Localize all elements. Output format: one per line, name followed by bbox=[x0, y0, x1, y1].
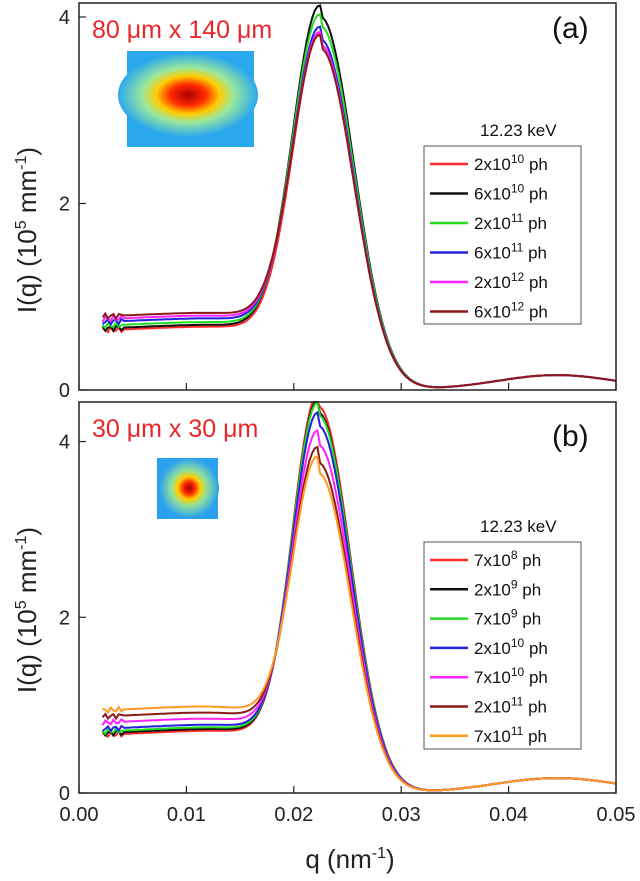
legend-label-b-5: 7x1010 ph bbox=[474, 665, 548, 687]
x-tick-label: 0.03 bbox=[382, 804, 421, 826]
panel-b: 0.00 0.01 0.02 0.03 0.04 0.05 0 2 4 30 μm x 30 μ… bbox=[12, 400, 636, 826]
y-axis-label-b: I(q) (105 mm-1) bbox=[12, 527, 42, 693]
legend-label-b-3: 7x109 ph bbox=[474, 607, 541, 629]
legend-label-b-2: 2x109 ph bbox=[474, 577, 541, 599]
y-tick-label: 2 bbox=[59, 607, 70, 629]
axes-frame-a bbox=[78, 2, 617, 391]
plot-area-a bbox=[101, 4, 616, 389]
legend-label-b-1: 7x108 ph bbox=[474, 548, 541, 570]
detector-image-b bbox=[157, 458, 219, 519]
x-tick-label: 0.00 bbox=[60, 804, 99, 826]
legend-label-a-1: 2x1010 ph bbox=[474, 152, 548, 174]
detector-spot-b bbox=[159, 458, 219, 518]
legend-label-a-5: 2x1012 ph bbox=[474, 270, 548, 292]
panel-a: 0 2 4 80 μm x 140 μm (a) 12.23 keV 2x1010 … bbox=[12, 2, 617, 402]
legend-label-a-3: 2x1011 ph bbox=[474, 211, 547, 233]
y-tick-label: 4 bbox=[59, 7, 70, 29]
detector-image-a bbox=[118, 51, 258, 147]
legend-label-b-7: 7x1011 ph bbox=[474, 724, 547, 746]
y-axis-label-a: I(q) (105 mm-1) bbox=[12, 147, 42, 313]
legend-label-a-4: 6x1011 ph bbox=[474, 241, 547, 263]
x-tick-label: 0.05 bbox=[597, 804, 636, 826]
energy-label-a: 12.23 keV bbox=[480, 121, 557, 140]
axes-frame-b bbox=[78, 401, 617, 794]
legend-b: 7x108 ph 2x109 ph 7x109 ph 2x1010 ph 7x1010 … bbox=[423, 541, 582, 750]
energy-label-b: 12.23 keV bbox=[480, 517, 557, 536]
beam-size-label-b: 30 μm x 30 μm bbox=[92, 415, 258, 443]
y-tick-label: 0 bbox=[59, 783, 70, 805]
x-axis-label: q (nm-1) bbox=[305, 844, 394, 874]
legend-box-b bbox=[423, 541, 582, 750]
x-tick-label: 0.01 bbox=[167, 804, 206, 826]
ticks-a: 0 2 4 bbox=[59, 7, 617, 402]
legend-label-b-4: 2x1010 ph bbox=[474, 636, 548, 658]
legend-label-a-2: 6x1010 ph bbox=[474, 182, 548, 204]
x-tick-label: 0.02 bbox=[274, 804, 313, 826]
detector-spot-a bbox=[118, 53, 258, 137]
legend-a: 2x1010 ph 6x1010 ph 2x1011 ph 6x1011 ph 2x10… bbox=[423, 145, 582, 325]
series-line-b-7 bbox=[102, 454, 616, 792]
plot-area-b bbox=[101, 400, 616, 792]
y-tick-label: 2 bbox=[59, 193, 70, 215]
legend-label-b-6: 2x1011 ph bbox=[474, 695, 547, 717]
legend-label-a-6: 6x1012 ph bbox=[474, 300, 548, 322]
x-tick-label: 0.04 bbox=[489, 804, 528, 826]
beam-size-label-a: 80 μm x 140 μm bbox=[92, 16, 272, 44]
panel-label-a: (a) bbox=[552, 12, 589, 45]
y-tick-label: 0 bbox=[59, 380, 70, 402]
series-line-a-6 bbox=[101, 34, 616, 389]
y-tick-label: 4 bbox=[59, 432, 70, 454]
legend-box-a bbox=[423, 145, 582, 325]
panel-label-b: (b) bbox=[552, 420, 589, 453]
ticks-b: 0.00 0.01 0.02 0.03 0.04 0.05 0 2 4 bbox=[59, 432, 636, 826]
